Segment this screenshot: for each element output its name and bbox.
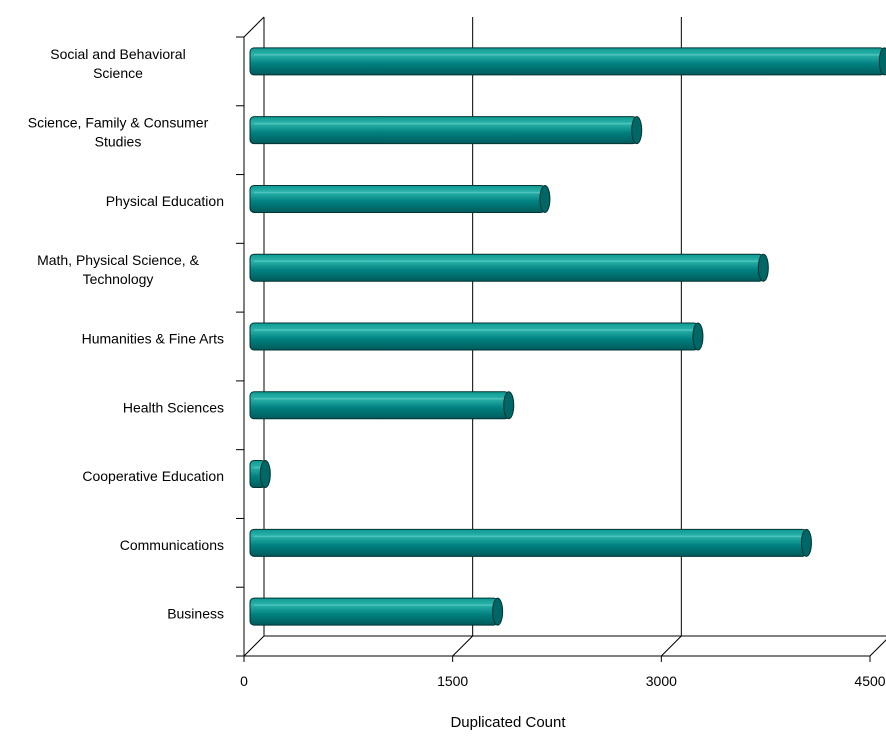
bar (249, 528, 812, 557)
bar (249, 116, 643, 145)
bar (249, 322, 704, 351)
category-label: Business (167, 606, 224, 622)
bar-body (249, 391, 510, 420)
bar-end-cap (757, 253, 769, 282)
category-label-line: Technology (83, 271, 154, 287)
bar (249, 184, 551, 213)
category-label-line: Cooperative Education (82, 468, 224, 484)
bar-body (249, 597, 499, 626)
category-label-line: Studies (95, 134, 142, 150)
category-label: Physical Education (106, 193, 224, 209)
bar (249, 597, 504, 626)
category-label-line: Communications (120, 537, 224, 553)
x-tick-label: 3000 (646, 673, 677, 689)
bar-end-cap (878, 47, 886, 76)
bar (249, 47, 886, 76)
gridline-floor (869, 639, 886, 657)
bar-body (249, 528, 807, 557)
category-label-line: Health Sciences (123, 399, 224, 415)
category-label-line: Business (167, 606, 224, 622)
bar-end-cap (503, 391, 515, 420)
gridline-floor (660, 635, 682, 657)
bar (249, 253, 769, 282)
bar-end-cap (259, 460, 271, 489)
x-tick-label: 4500 (854, 673, 885, 689)
bar-end-cap (800, 528, 812, 557)
top-depth-edge (243, 16, 265, 38)
bar-body (249, 184, 546, 213)
category-label-line: Science (93, 65, 143, 81)
gridline-floor (452, 635, 474, 657)
category-label: Science, Family & Consumer Studies (28, 115, 209, 150)
bar-end-cap (492, 597, 504, 626)
x-tick-label: 1500 (437, 673, 468, 689)
category-label-line: Physical Education (106, 193, 224, 209)
floor-depth-edge-left (243, 635, 265, 657)
category-label: Health Sciences (123, 399, 224, 415)
bar (249, 460, 271, 489)
category-label-line: Science, Family & Consumer (28, 115, 209, 131)
category-label: Cooperative Education (82, 468, 224, 484)
bar (249, 391, 515, 420)
x-tick-label: 0 (240, 673, 248, 689)
bar-body (249, 116, 638, 145)
category-label: Math, Physical Science, & Technology (37, 252, 200, 287)
bar-body (249, 253, 764, 282)
bar-end-cap (539, 184, 551, 213)
bar-body (249, 322, 699, 351)
category-label: Humanities & Fine Arts (82, 331, 224, 347)
category-label: Communications (120, 537, 224, 553)
category-label-line: Social and Behavioral (50, 46, 185, 62)
category-label-line: Math, Physical Science, & (37, 252, 200, 268)
category-label: Social and Behavioral Science (50, 46, 185, 81)
bar-body (249, 47, 885, 76)
bar-end-cap (631, 116, 643, 145)
category-label-line: Humanities & Fine Arts (82, 331, 224, 347)
bar-end-cap (692, 322, 704, 351)
x-axis-title: Duplicated Count (450, 714, 566, 731)
